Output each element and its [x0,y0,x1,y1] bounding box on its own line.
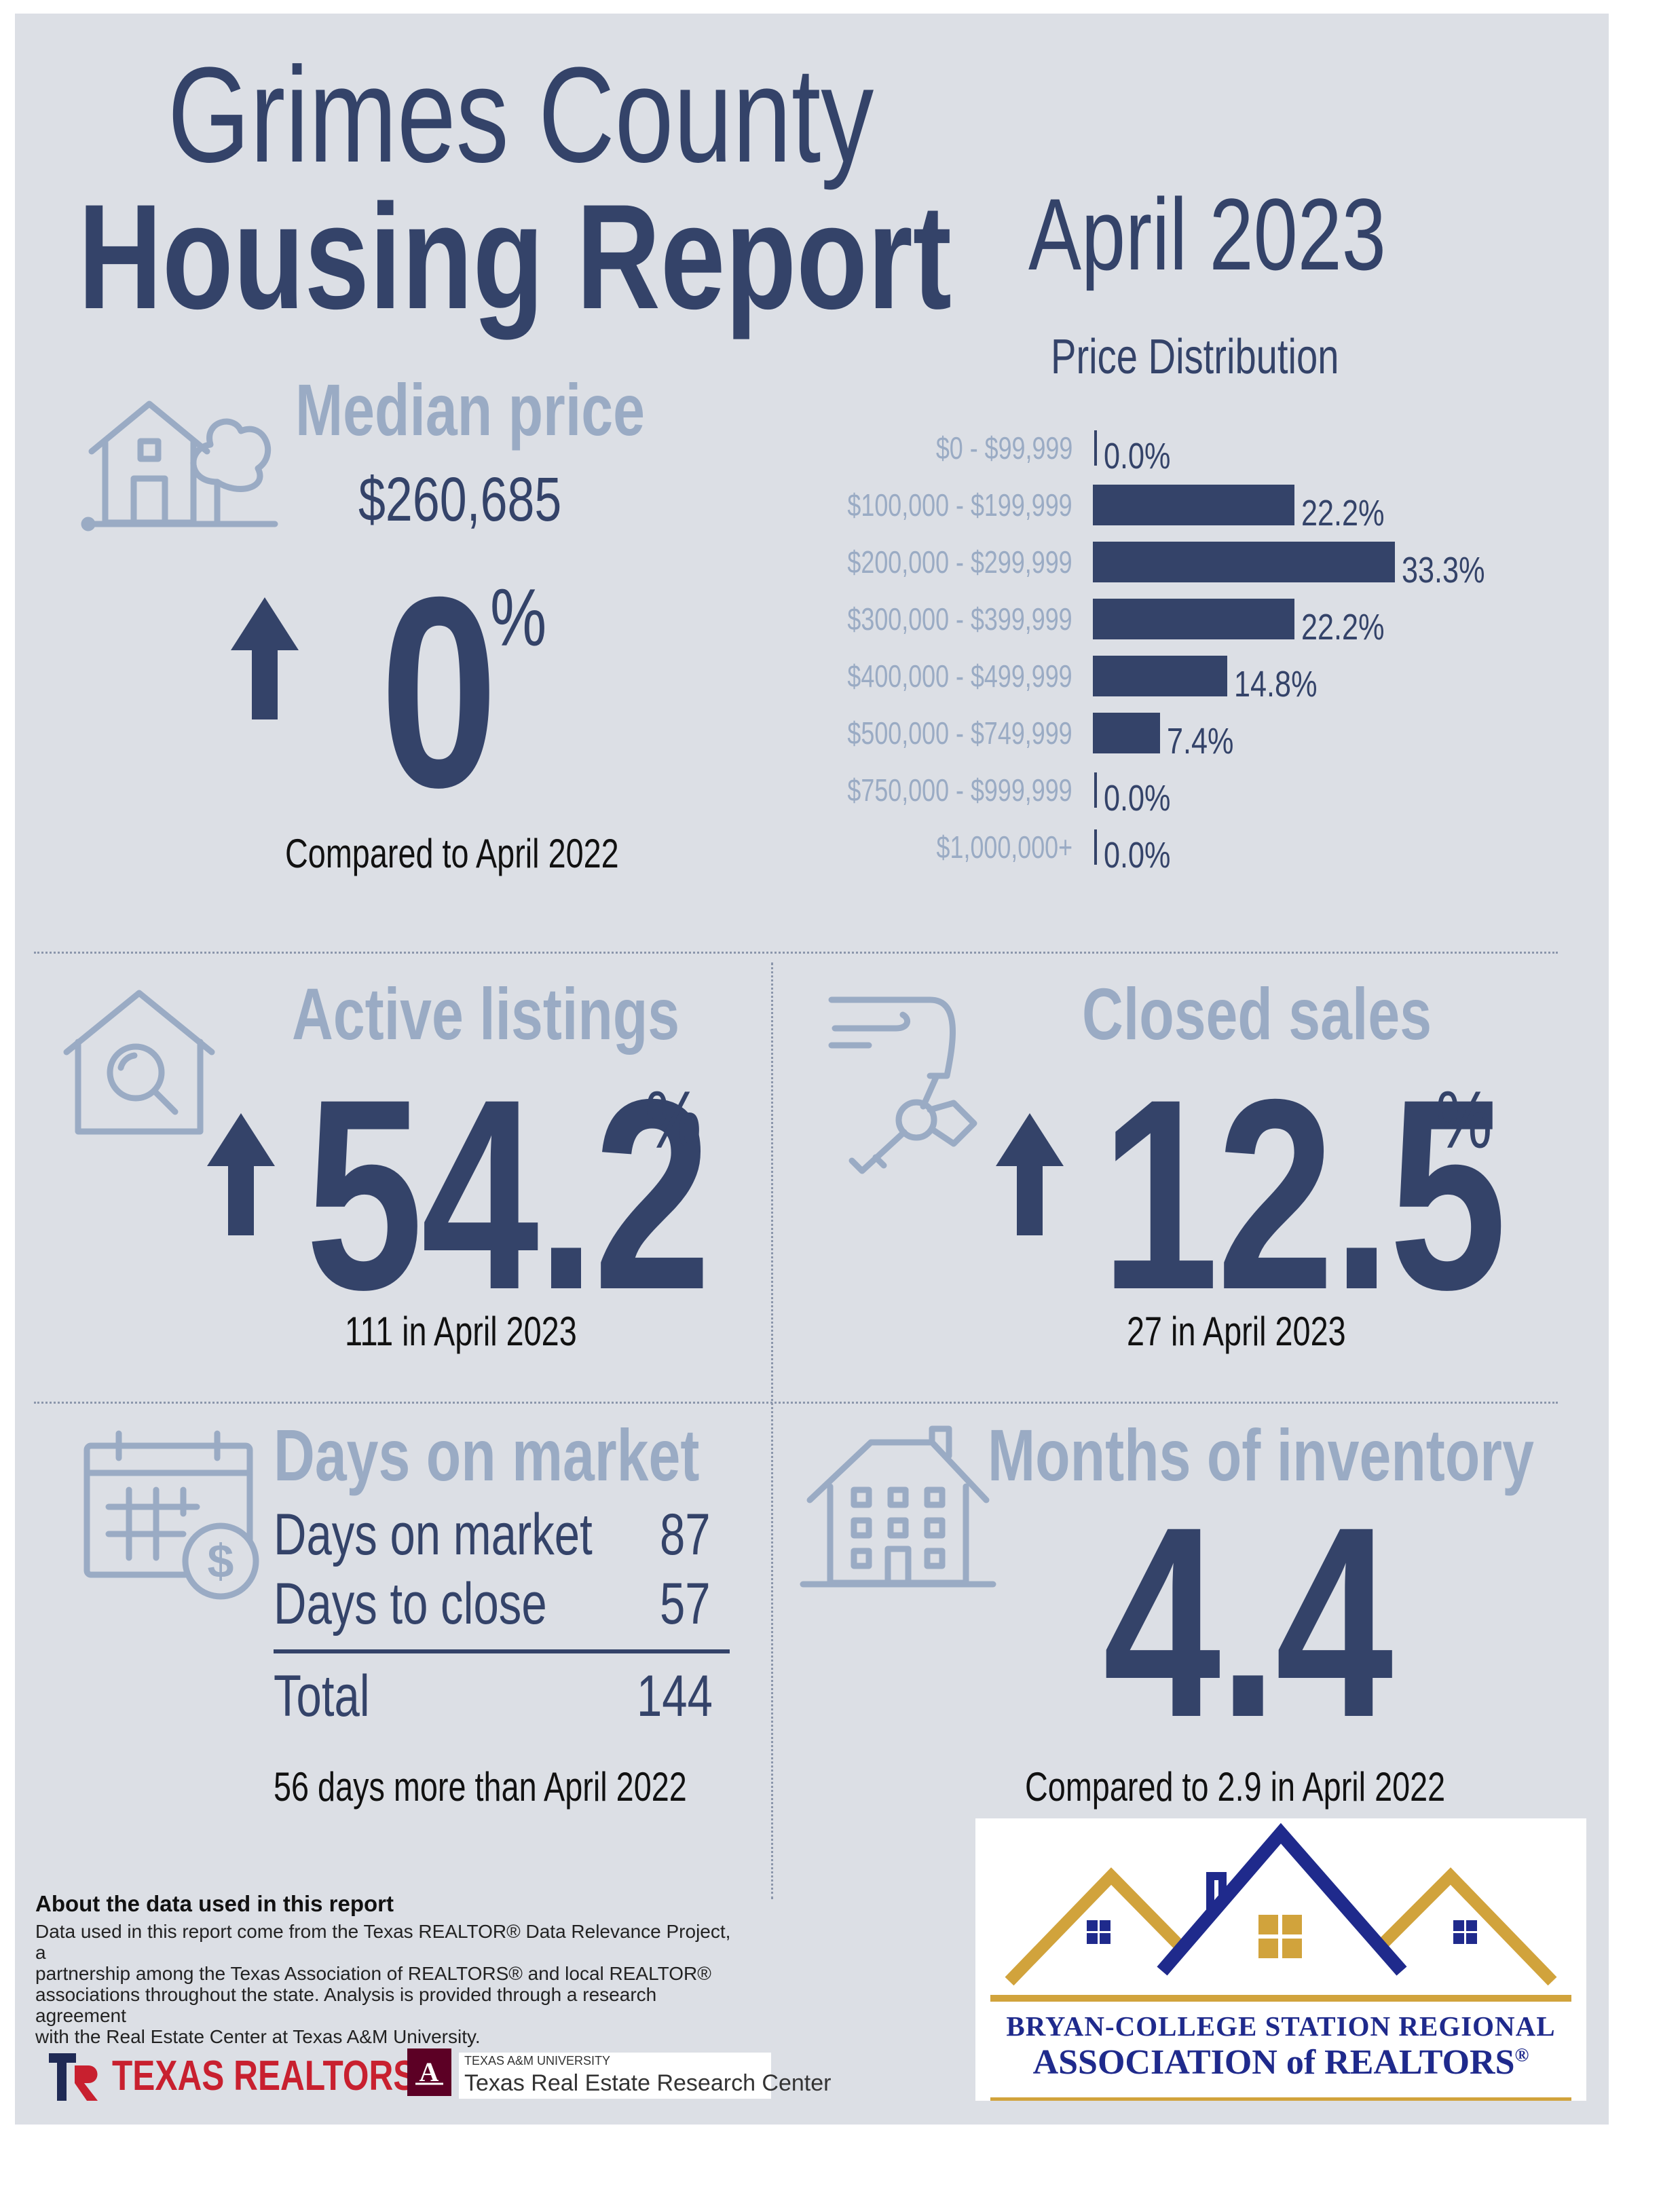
dom-row-label-1: Days on market [274,1502,593,1567]
report-panel [15,14,1609,2125]
price-bin-label: $300,000 - $399,999 [847,601,1072,637]
months-inventory-caption: Compared to 2.9 in April 2022 [1025,1764,1446,1810]
price-bin-value: 33.3% [1402,550,1485,591]
arrow-up-icon [207,1113,275,1235]
active-listings-unit: % [645,1074,702,1165]
about-heading: About the data used in this report [35,1891,394,1916]
price-bin-label: $750,000 - $999,999 [847,772,1072,808]
price-distribution-heading: Price Distribution [1051,330,1339,384]
price-bin-bar [1093,656,1227,696]
active-listings-heading: Active listings [292,973,680,1055]
median-price-unit: % [490,572,547,663]
months-inventory-heading: Months of inventory [988,1414,1534,1496]
closed-sales-caption: 27 in April 2023 [1127,1309,1346,1354]
price-bin-label: $200,000 - $299,999 [847,544,1072,580]
dom-total-value: 144 [637,1664,713,1729]
report-period: April 2023 [1028,177,1386,291]
price-bin-label: $500,000 - $749,999 [847,715,1072,751]
registered-mark: ® [1514,2044,1529,2066]
title-report: Housing Report [78,173,952,340]
dom-total-rule [274,1649,730,1653]
price-bin-bar [1093,599,1294,639]
about-line: associations throughout the state. Analy… [35,1984,657,2026]
closed-sales-heading: Closed sales [1082,973,1432,1055]
about-line: with the Real Estate Center at Texas A&M… [35,2026,481,2047]
price-bin-value: 22.2% [1301,607,1385,648]
median-price-heading: Median price [295,369,645,451]
price-bin-value: 22.2% [1301,493,1385,534]
days-on-market-heading: Days on market [274,1414,700,1496]
bcs-logo-line1: BRYAN-COLLEGE STATION REGIONAL [1006,2010,1556,2042]
price-bin-bar [1093,485,1294,525]
active-listings-caption: 111 in April 2023 [345,1309,577,1354]
active-listings-change: 54.2 [305,1043,711,1346]
price-bin-label: $100,000 - $199,999 [847,487,1072,523]
arrow-up-icon [996,1113,1064,1235]
price-bin-value: 7.4% [1167,721,1234,762]
median-price-change: 0 [380,540,498,844]
hand-key-icon [828,996,977,1174]
three-houses-logo-graphic [990,1822,1571,2101]
bcs-logo-line2-wrap: ASSOCIATION of REALTORS® [975,2042,1586,2082]
closed-sales-unit: % [1436,1074,1493,1165]
tamu-logo-center: Texas Real Estate Research Center [464,2070,832,2096]
about-line: Data used in this report come from the T… [35,1921,731,1963]
price-bin-label: $0 - $99,999 [935,430,1072,466]
bcs-logo-line2: ASSOCIATION of REALTORS [1032,2043,1515,2082]
price-bin-value: 0.0% [1104,835,1171,876]
title-county: Grimes County [168,39,874,191]
tamu-atm-icon: A [415,2057,443,2087]
texas-realtors-logo-text: TEXAS REALTORS [112,2053,416,2099]
svg-text:A: A [419,2057,439,2087]
house-tree-icon [81,400,278,531]
about-line: partnership among the Texas Association … [35,1963,711,1984]
price-bin-value: 14.8% [1234,664,1318,705]
calendar-dollar-icon: $ [83,1430,259,1600]
price-bin-value: 0.0% [1104,436,1171,476]
apartment-building-icon [800,1425,996,1588]
price-bin-bar [1093,713,1160,753]
median-price-value: $260,685 [358,465,562,534]
days-on-market-caption: 56 days more than April 2022 [274,1764,687,1810]
tamu-logo-small: TEXAS A&M UNIVERSITY [464,2054,611,2068]
dom-row-label-2: Days to close [274,1571,547,1636]
arrow-up-icon [231,597,299,719]
dom-row-value-2: 57 [660,1571,711,1636]
months-inventory-value: 4.4 [1103,1470,1393,1774]
price-bin-bar [1093,542,1395,582]
price-bin-value: 0.0% [1104,778,1171,819]
price-distribution-chart: $0 - $99,999 0.0% $100,000 - $199,999 22.2%… [781,0,1582,882]
dom-total-label: Total [274,1664,370,1729]
median-price-caption: Compared to April 2022 [285,831,619,876]
price-bin-label: $1,000,000+ [936,829,1072,865]
price-bin-bar [1094,430,1097,466]
price-bin-bar [1094,772,1097,808]
closed-sales-change: 12.5 [1101,1043,1507,1346]
divider-vertical [771,962,773,1899]
price-bin-bar [1094,829,1097,865]
divider-top [34,952,1558,954]
dom-row-value-1: 87 [660,1502,711,1567]
tamu-logo-box [459,2053,771,2099]
about-text: Data used in this report come from the T… [35,1921,734,2047]
divider-middle [34,1402,1558,1404]
bcs-association-logo: BRYAN-COLLEGE STATION REGIONAL ASSOCIATI… [975,1818,1586,2101]
texas-realtors-logo-mark [49,2053,98,2101]
svg-text:$: $ [208,1535,234,1588]
tamu-logo-mark: A [407,2048,451,2096]
house-search-icon [63,990,215,1135]
price-bin-label: $400,000 - $499,999 [847,658,1072,694]
